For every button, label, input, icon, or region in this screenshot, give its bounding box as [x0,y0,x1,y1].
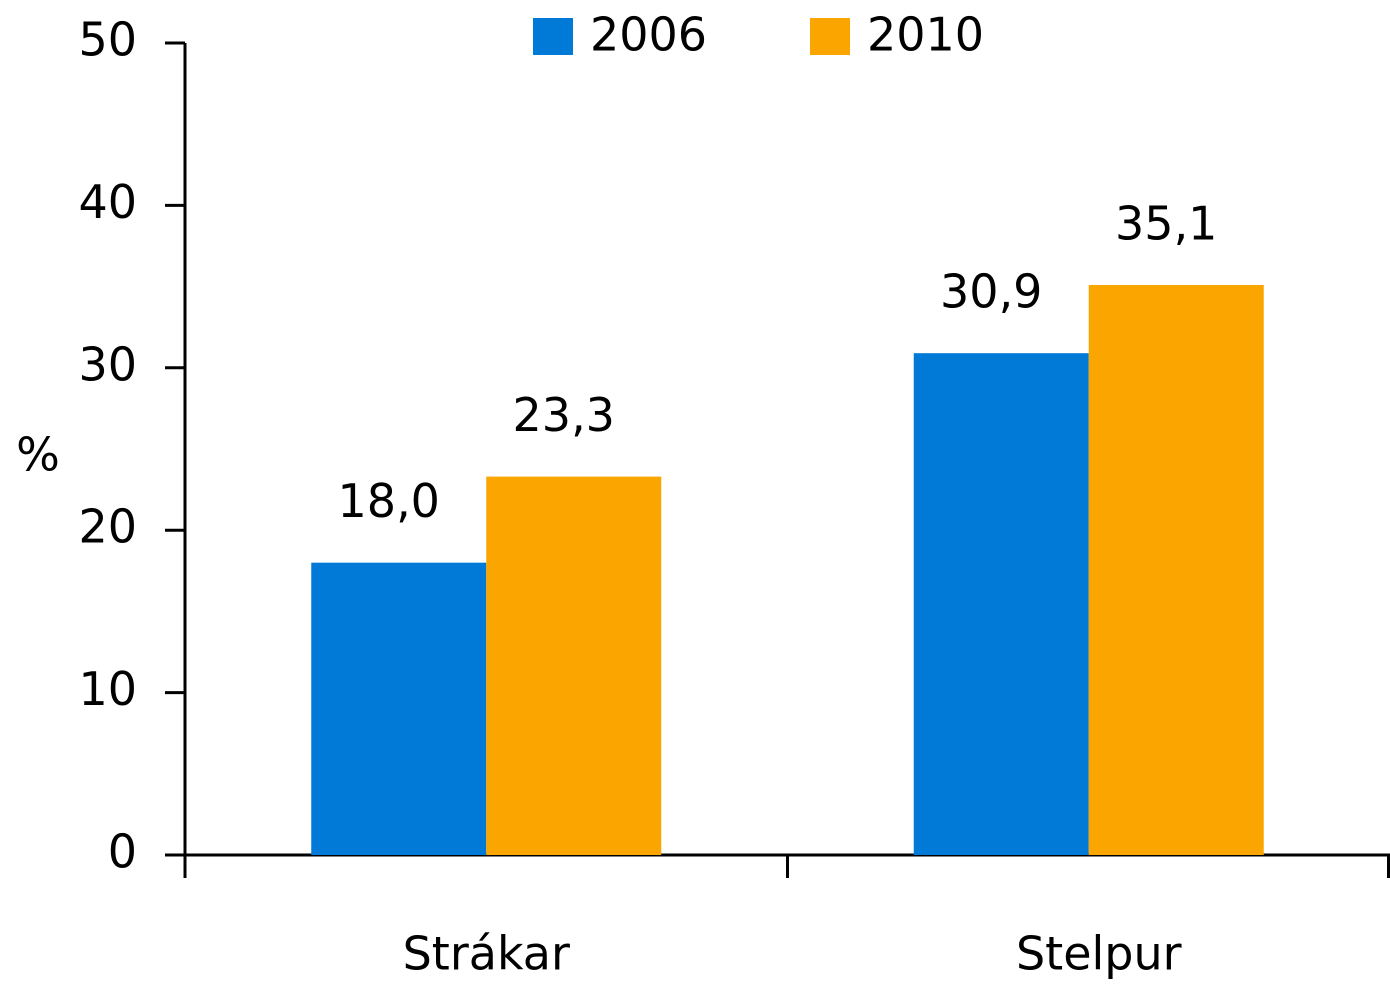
data-label: 18,0 [338,474,440,528]
bar [486,476,662,855]
data-label: 23,3 [513,388,615,442]
y-tick-label: 50 [78,13,137,67]
bar [1088,284,1264,855]
y-tick-label: 20 [78,500,137,554]
x-tick-label: Strákar [403,927,570,981]
y-tick-label: 40 [78,175,137,229]
x-tick-label: Stelpur [1016,927,1182,981]
data-label: 30,9 [940,265,1042,319]
data-label: 35,1 [1115,196,1217,250]
y-axis-label: % [16,428,60,482]
bar [311,562,487,855]
y-tick-label: 30 [78,337,137,391]
y-tick-label: 10 [78,662,137,716]
legend-swatch [810,18,850,55]
legend-swatch [533,18,573,55]
legend-label: 2010 [867,8,984,62]
legend-label: 2006 [590,8,707,62]
bar [913,353,1089,855]
y-tick-label: 0 [108,825,137,879]
